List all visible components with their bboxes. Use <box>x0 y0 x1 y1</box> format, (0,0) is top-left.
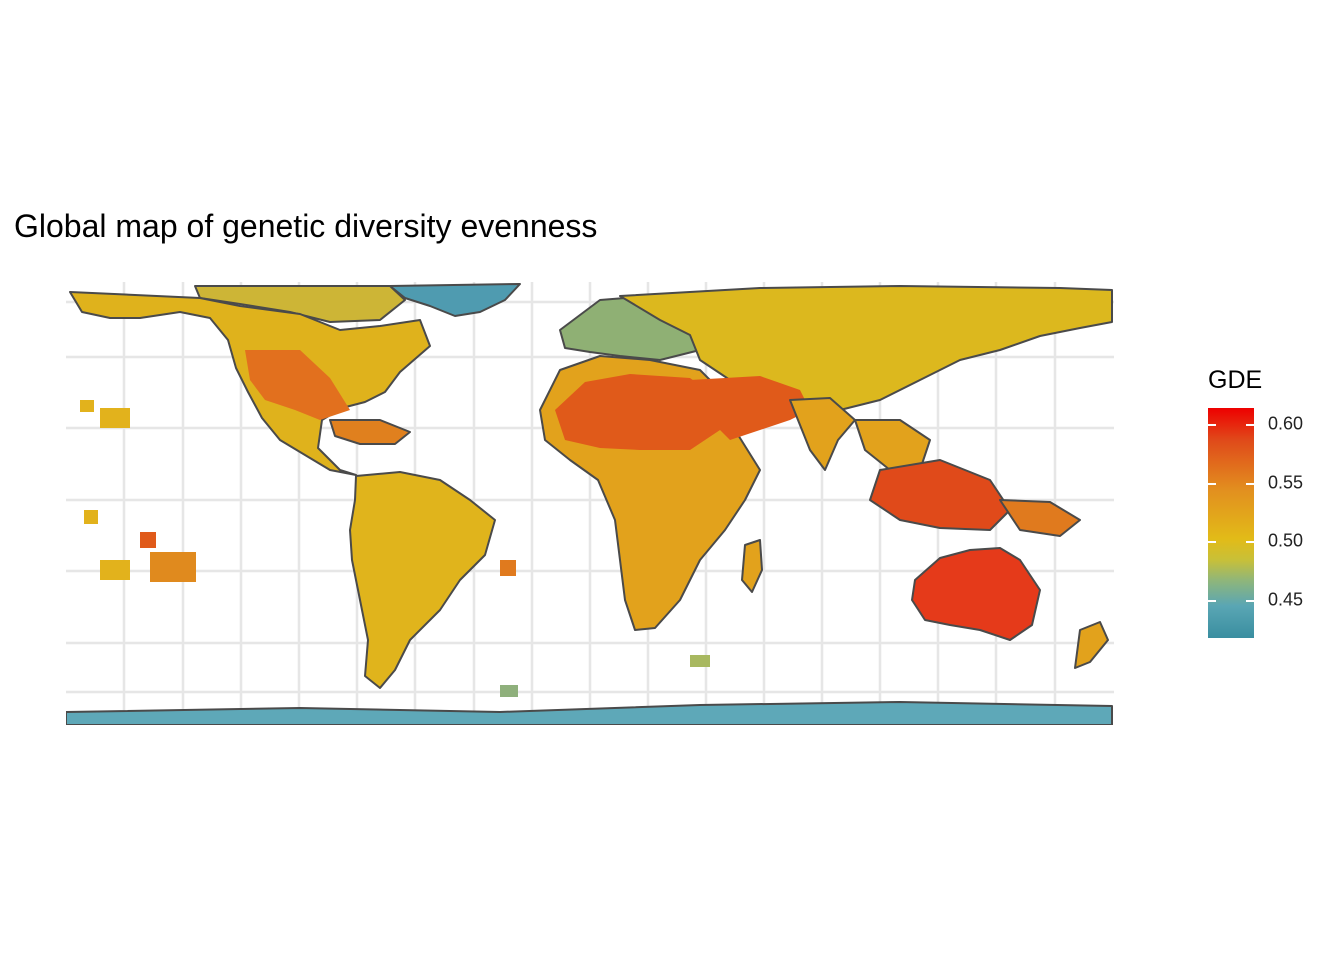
legend-tick-label: 0.60 <box>1268 413 1304 434</box>
diversity-raster <box>66 283 1113 725</box>
us-southwest-hot <box>245 350 350 420</box>
sahara-hot <box>555 374 720 450</box>
legend-tick-label: 0.45 <box>1268 589 1304 610</box>
india <box>789 397 856 471</box>
indonesia-hot <box>869 459 1011 531</box>
australia <box>911 547 1041 641</box>
new-zealand <box>1074 621 1109 669</box>
antarctica <box>66 701 1113 725</box>
new-guinea <box>999 499 1081 537</box>
caribbean <box>329 419 411 445</box>
south-america <box>349 471 496 689</box>
legend-title: GDE <box>1208 366 1263 394</box>
pacific-islands <box>80 400 710 697</box>
middle-east-hot <box>690 376 810 440</box>
legend-colorbar: 0.60 0.55 0.50 0.45 <box>1208 408 1303 638</box>
north-america <box>69 291 431 476</box>
legend-tick-label: 0.55 <box>1268 472 1304 493</box>
greenland <box>389 283 521 317</box>
madagascar <box>741 539 763 593</box>
legend-tick-label: 0.50 <box>1268 530 1304 551</box>
plot-title: Global map of genetic diversity evenness <box>14 208 598 244</box>
